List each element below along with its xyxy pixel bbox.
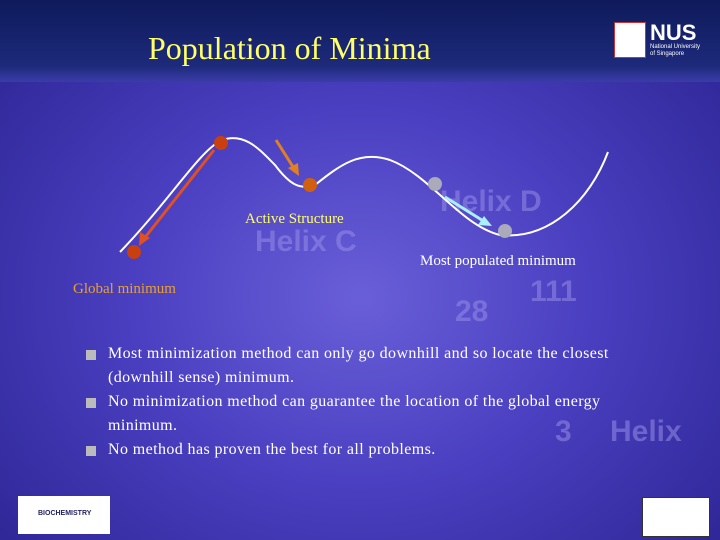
ball	[428, 177, 442, 191]
arrowhead	[139, 232, 150, 246]
header	[0, 0, 720, 82]
footer-icons	[642, 497, 710, 537]
label: Active Structure	[245, 211, 344, 227]
arrow	[444, 195, 486, 224]
logo-sub: National University	[650, 44, 701, 50]
bg-text: 111	[530, 275, 577, 308]
arrowhead	[478, 216, 492, 226]
bullet: Most minimization method can only go dow…	[86, 342, 646, 390]
bg-text: Helix D	[440, 185, 542, 218]
ball	[214, 136, 228, 150]
arrow	[141, 149, 216, 241]
logo-name: NUS	[650, 20, 697, 45]
bg-text: 28	[455, 295, 489, 328]
crest	[614, 22, 646, 58]
footer-logo-text: BIOCHEMISTRY	[38, 510, 92, 517]
arrow	[274, 139, 297, 171]
label: Global minimum	[73, 281, 176, 297]
bg-text: Helix	[610, 415, 682, 448]
arrowhead	[288, 163, 299, 176]
nus-logo: NUS National University of Singapore	[612, 20, 712, 62]
ball	[303, 178, 317, 192]
energy-curve	[119, 137, 609, 253]
footer-logo: BIOCHEMISTRY	[18, 496, 110, 534]
title: Population of Minima	[148, 30, 431, 66]
bg-text: Helix C	[255, 225, 357, 258]
bg-text: 3	[555, 415, 572, 448]
logo-sub: of Singapore	[650, 51, 685, 57]
bullet-list: Most minimization method can only go dow…	[86, 342, 646, 462]
ball	[498, 224, 512, 238]
bullet: No minimization method can guarantee the…	[86, 390, 646, 438]
label: Most populated minimum	[420, 253, 576, 269]
ball	[127, 245, 141, 259]
bullet: No method has proven the best for all pr…	[86, 438, 646, 462]
